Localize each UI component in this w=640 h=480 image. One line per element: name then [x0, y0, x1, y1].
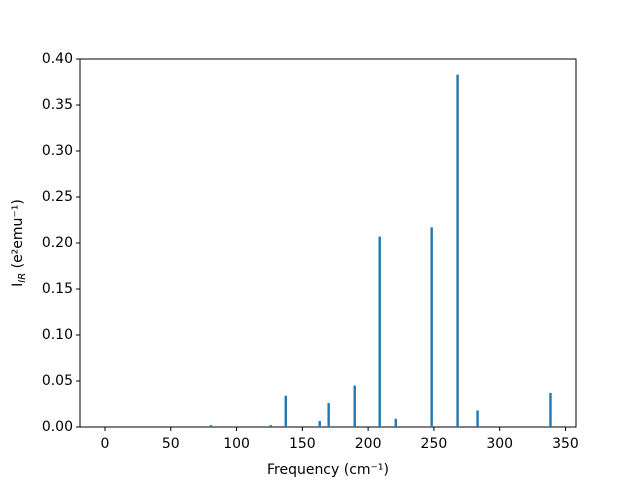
bar [269, 425, 272, 427]
x-tick-label: 200 [355, 436, 382, 452]
bar [549, 392, 552, 427]
y-label-base: I [10, 283, 26, 287]
plot-frame [79, 58, 577, 428]
y-tick-label: 0.05 [42, 373, 73, 389]
y-label-subscript: IR [17, 273, 28, 283]
bar [456, 74, 459, 427]
bar [327, 403, 330, 427]
x-tick-label: 0 [101, 436, 110, 452]
bar [353, 385, 356, 427]
x-tick-label: 300 [486, 436, 513, 452]
y-tick-label: 0.30 [42, 143, 73, 159]
y-tick-label: 0.00 [42, 419, 73, 435]
bar [430, 227, 433, 427]
bar [318, 421, 321, 427]
bar [394, 418, 397, 427]
y-tick-label: 0.15 [42, 281, 73, 297]
y-tick-label: 0.40 [42, 51, 73, 67]
y-tick-label: 0.10 [42, 327, 73, 343]
y-axis-label: IIR (e²emu⁻¹) [10, 199, 28, 287]
y-tick-label: 0.35 [42, 97, 73, 113]
x-tick-label: 350 [552, 436, 579, 452]
y-label-rest: (e²emu⁻¹) [10, 199, 26, 273]
y-tick-label: 0.20 [42, 235, 73, 251]
bar [284, 395, 287, 427]
x-axis-label: Frequency (cm⁻¹) [267, 462, 389, 478]
x-tick-label: 250 [421, 436, 448, 452]
x-tick-label: 150 [289, 436, 316, 452]
bar [476, 410, 479, 427]
x-tick-label: 50 [162, 436, 180, 452]
bar [378, 236, 381, 427]
bar [209, 425, 213, 427]
y-tick-label: 0.25 [42, 189, 73, 205]
x-tick-label: 100 [223, 436, 250, 452]
